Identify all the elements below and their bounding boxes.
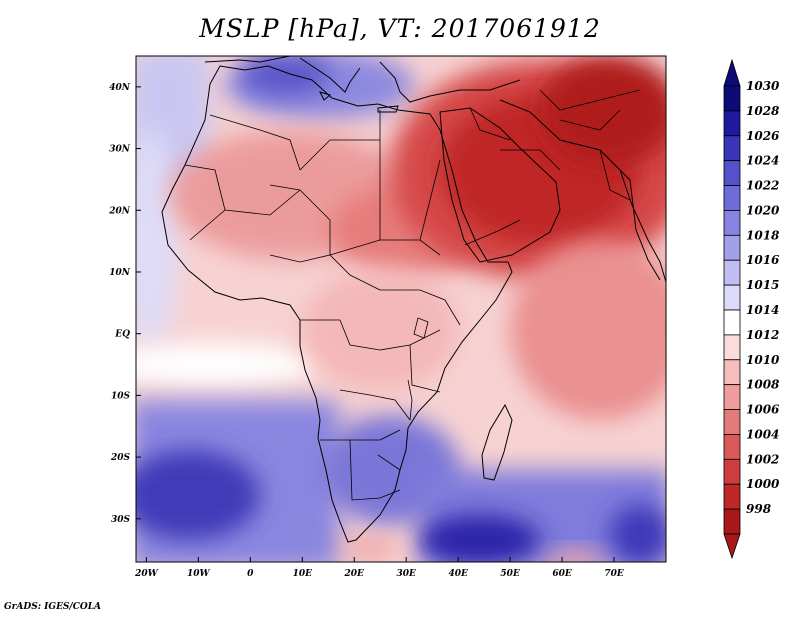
colorbar-segment xyxy=(723,409,741,435)
lon-tick-label: 20W xyxy=(134,569,159,579)
colorbar-segment xyxy=(723,160,741,186)
colorbar-segment xyxy=(723,234,741,261)
colorbar-label: 1016 xyxy=(746,253,780,267)
colorbar-label: 1002 xyxy=(746,452,779,466)
colorbar-segment xyxy=(723,458,741,485)
colorbar-label: 1026 xyxy=(746,129,780,143)
colorbar-segment xyxy=(723,334,741,361)
colorbar-label: 1024 xyxy=(746,154,779,168)
colorbar-segment xyxy=(723,384,741,410)
colorbar-label: 998 xyxy=(746,502,772,516)
colorbar-segment xyxy=(723,359,741,386)
colorbar-label: 1014 xyxy=(746,303,779,317)
lon-tick-label: 60E xyxy=(552,569,572,579)
colorbar-label: 1022 xyxy=(746,179,779,193)
map-title: MSLP [hPa], VT: 2017061912 xyxy=(199,14,601,43)
colorbar-segment xyxy=(723,259,741,286)
lat-tick-label: 40N xyxy=(109,83,131,93)
colorbar-label: 1028 xyxy=(746,104,780,118)
colorbar-label: 1012 xyxy=(746,328,779,342)
latitude-axis: 40N 30N 20N 10N EQ 10S 20S 30S xyxy=(108,83,141,525)
colorbar-segment xyxy=(723,483,741,510)
lat-tick-label: 30S xyxy=(111,515,131,525)
country-borders xyxy=(184,89,641,501)
lon-tick-label: 30E xyxy=(397,569,417,579)
lat-tick-label: 20S xyxy=(110,453,131,463)
colorbar-label: 1018 xyxy=(746,228,780,242)
colorbar-segment xyxy=(723,210,741,236)
lon-tick-label: 70E xyxy=(604,569,624,579)
lat-tick-label: 30N xyxy=(109,145,131,155)
colorbar-label: 1000 xyxy=(746,477,780,491)
colorbar: 1030 1028 1026 1024 1022 1020 1018 1016 1015 1014… xyxy=(723,58,780,560)
lon-tick-label: 40E xyxy=(448,569,468,579)
colorbar-label: 1010 xyxy=(746,353,780,367)
lat-tick-label: 20N xyxy=(108,206,131,216)
pressure-field xyxy=(136,56,666,562)
lon-tick-label: 10W xyxy=(187,569,211,579)
colorbar-segment xyxy=(723,434,741,460)
map-frame xyxy=(135,55,667,563)
lon-tick-label: 10E xyxy=(293,569,313,579)
colorbar-bottom-arrow xyxy=(723,533,741,560)
lon-tick-label: 50E xyxy=(500,569,520,579)
lon-tick-label: 0 xyxy=(247,569,254,579)
colorbar-label: 1015 xyxy=(746,278,779,292)
colorbar-label: 1008 xyxy=(746,378,780,392)
lat-tick-label: 10N xyxy=(109,268,131,278)
colorbar-label: 1006 xyxy=(746,403,780,417)
colorbar-segment xyxy=(723,110,741,137)
colorbar-label: 1020 xyxy=(746,203,780,217)
colorbar-segment xyxy=(723,135,741,162)
lon-tick-label: 20E xyxy=(344,569,365,579)
longitude-axis: 20W 10W 0 10E 20E 30E 40E 50E 60E 70E xyxy=(134,557,624,579)
colorbar-label: 1004 xyxy=(746,427,779,441)
colorbar-label: 1030 xyxy=(746,79,780,93)
colorbar-segment xyxy=(723,309,741,336)
colorbar-top-arrow xyxy=(723,58,741,87)
colorbar-segment xyxy=(723,185,741,211)
colorbar-segment xyxy=(723,85,741,112)
colorbar-segment xyxy=(723,508,741,535)
lat-tick-label: EQ xyxy=(114,330,130,340)
grads-credit: GrADS: IGES/COLA xyxy=(4,602,102,612)
colorbar-segment xyxy=(723,284,741,311)
lat-tick-label: 10S xyxy=(111,391,131,401)
